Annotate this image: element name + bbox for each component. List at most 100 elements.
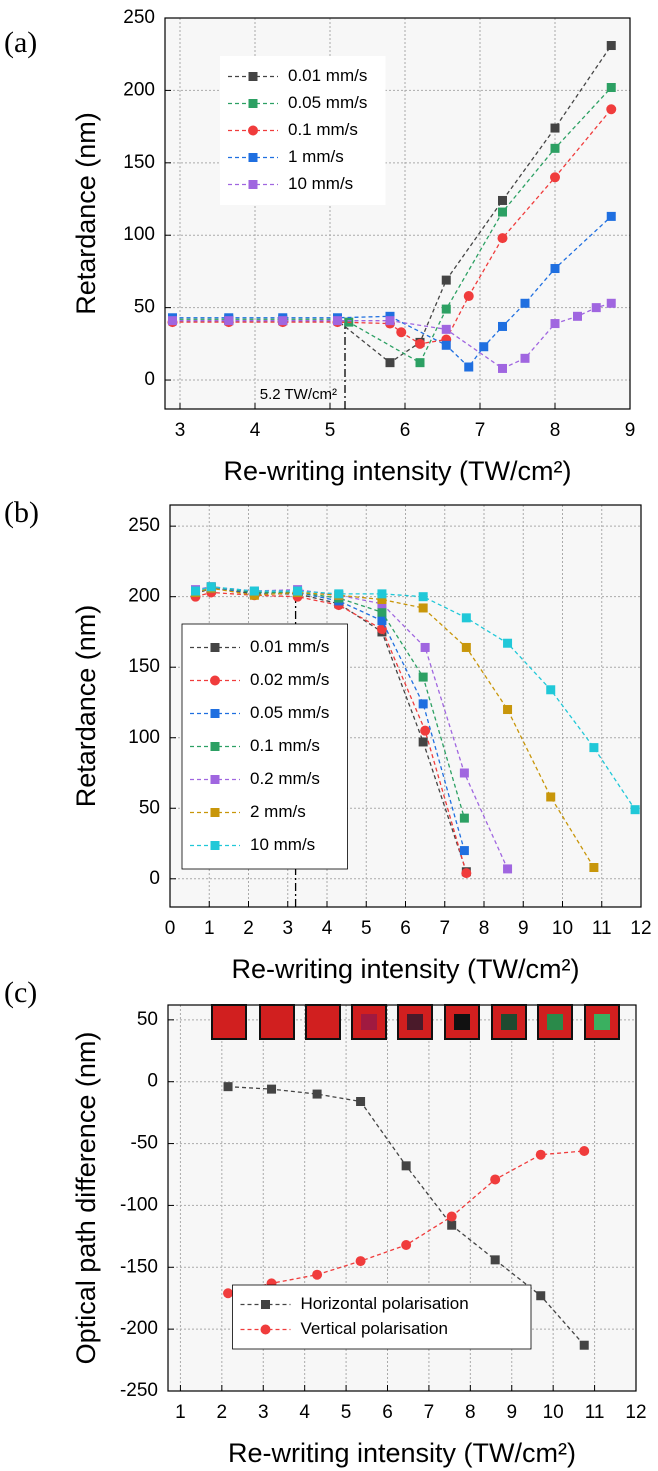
marker bbox=[461, 642, 471, 652]
y-tick-label: 50 bbox=[134, 297, 155, 318]
legend-marker bbox=[210, 643, 220, 652]
legend-marker bbox=[210, 841, 220, 850]
marker bbox=[550, 123, 560, 133]
y-tick-label: 100 bbox=[128, 727, 160, 748]
marker bbox=[401, 1240, 412, 1251]
sample-image bbox=[305, 1004, 341, 1040]
legend-label: 0.01 mm/s bbox=[288, 66, 367, 85]
x-tick-label: 4 bbox=[322, 918, 333, 939]
legend: Horizontal polarisation Vertical polarisa… bbox=[232, 1284, 532, 1350]
series-line bbox=[172, 108, 612, 345]
marker bbox=[356, 1097, 366, 1106]
x-tick-label: 1 bbox=[175, 1402, 186, 1423]
marker bbox=[546, 685, 556, 695]
marker bbox=[459, 813, 469, 823]
marker bbox=[267, 1084, 277, 1094]
x-axis-title: Re-writing intensity (TW/cm²) bbox=[228, 1438, 576, 1468]
y-tick-label: -200 bbox=[120, 1318, 158, 1339]
x-tick-label: 8 bbox=[550, 420, 561, 441]
y-axis-title: Retardance (nm) bbox=[71, 112, 101, 315]
marker bbox=[579, 1340, 589, 1350]
y-tick-label: 50 bbox=[137, 1009, 158, 1030]
sample-image bbox=[491, 1004, 527, 1040]
x-tick-label: 2 bbox=[243, 918, 254, 939]
marker bbox=[377, 607, 387, 617]
y-tick-label: -250 bbox=[120, 1380, 158, 1401]
legend-label: 0.2 mm/s bbox=[250, 769, 320, 788]
marker bbox=[418, 672, 428, 682]
marker bbox=[546, 792, 556, 802]
marker bbox=[418, 699, 428, 709]
marker bbox=[447, 1220, 457, 1230]
marker bbox=[441, 304, 451, 314]
marker bbox=[420, 642, 430, 652]
legend-marker bbox=[210, 709, 220, 718]
legend-label: 1 mm/s bbox=[288, 147, 344, 166]
x-tick-label: 11 bbox=[592, 918, 612, 939]
x-tick-label: 3 bbox=[175, 420, 186, 441]
sample-image bbox=[444, 1004, 480, 1040]
y-tick-label: 250 bbox=[128, 515, 160, 536]
marker bbox=[293, 586, 303, 596]
y-tick-label: -100 bbox=[120, 1194, 158, 1215]
x-tick-label: 4 bbox=[250, 420, 261, 441]
x-tick-label: 6 bbox=[400, 918, 411, 939]
marker bbox=[223, 1082, 233, 1092]
legend-label: 2 mm/s bbox=[250, 802, 306, 821]
marker bbox=[606, 104, 617, 115]
legend-marker bbox=[260, 1324, 271, 1335]
y-tick-label: 0 bbox=[144, 369, 155, 390]
panel-label: (a) bbox=[4, 26, 37, 59]
marker bbox=[415, 338, 425, 349]
series-line bbox=[172, 302, 612, 370]
y-tick-label: 200 bbox=[123, 79, 155, 100]
marker bbox=[573, 311, 582, 321]
marker bbox=[377, 589, 387, 599]
marker bbox=[463, 291, 474, 302]
marker bbox=[498, 363, 507, 373]
marker bbox=[630, 805, 640, 815]
marker bbox=[206, 582, 216, 592]
y-tick-label: 200 bbox=[128, 586, 160, 607]
legend-label: 10 mm/s bbox=[288, 174, 353, 193]
x-tick-label: 7 bbox=[424, 1402, 435, 1423]
marker bbox=[536, 1291, 546, 1301]
legend-box bbox=[220, 56, 386, 205]
annotation: 5.2 TW/cm² bbox=[260, 386, 337, 403]
marker bbox=[498, 321, 507, 331]
x-tick-label: 3 bbox=[282, 918, 293, 939]
x-tick-label: 12 bbox=[630, 918, 651, 939]
marker bbox=[385, 358, 395, 368]
marker bbox=[333, 316, 342, 326]
marker bbox=[490, 1255, 500, 1265]
x-tick-label: 9 bbox=[518, 918, 529, 939]
x-tick-label: 7 bbox=[439, 918, 450, 939]
marker bbox=[191, 586, 201, 596]
x-tick-label: 6 bbox=[400, 420, 411, 441]
marker bbox=[377, 616, 387, 626]
marker bbox=[550, 172, 560, 183]
series bbox=[191, 582, 640, 815]
x-tick-label: 0 bbox=[165, 918, 176, 939]
legend-label: 0.1 mm/s bbox=[288, 120, 358, 139]
marker bbox=[461, 868, 472, 879]
x-tick-label: 11 bbox=[585, 1402, 605, 1423]
x-tick-label: 6 bbox=[382, 1402, 393, 1423]
legend-marker bbox=[261, 1300, 270, 1309]
marker bbox=[224, 316, 234, 326]
marker bbox=[355, 1256, 366, 1267]
y-tick-label: 150 bbox=[123, 152, 155, 173]
marker bbox=[589, 743, 599, 753]
x-tick-label: 5 bbox=[341, 1402, 352, 1423]
y-tick-label: -150 bbox=[120, 1256, 158, 1277]
marker bbox=[278, 316, 288, 326]
legend-marker bbox=[248, 99, 258, 108]
x-tick-label: 1 bbox=[204, 918, 215, 939]
series-line bbox=[172, 87, 612, 364]
marker bbox=[377, 595, 387, 605]
x-tick-label: 5 bbox=[361, 918, 372, 939]
marker bbox=[334, 589, 344, 599]
marker bbox=[606, 83, 616, 93]
marker bbox=[497, 233, 508, 244]
